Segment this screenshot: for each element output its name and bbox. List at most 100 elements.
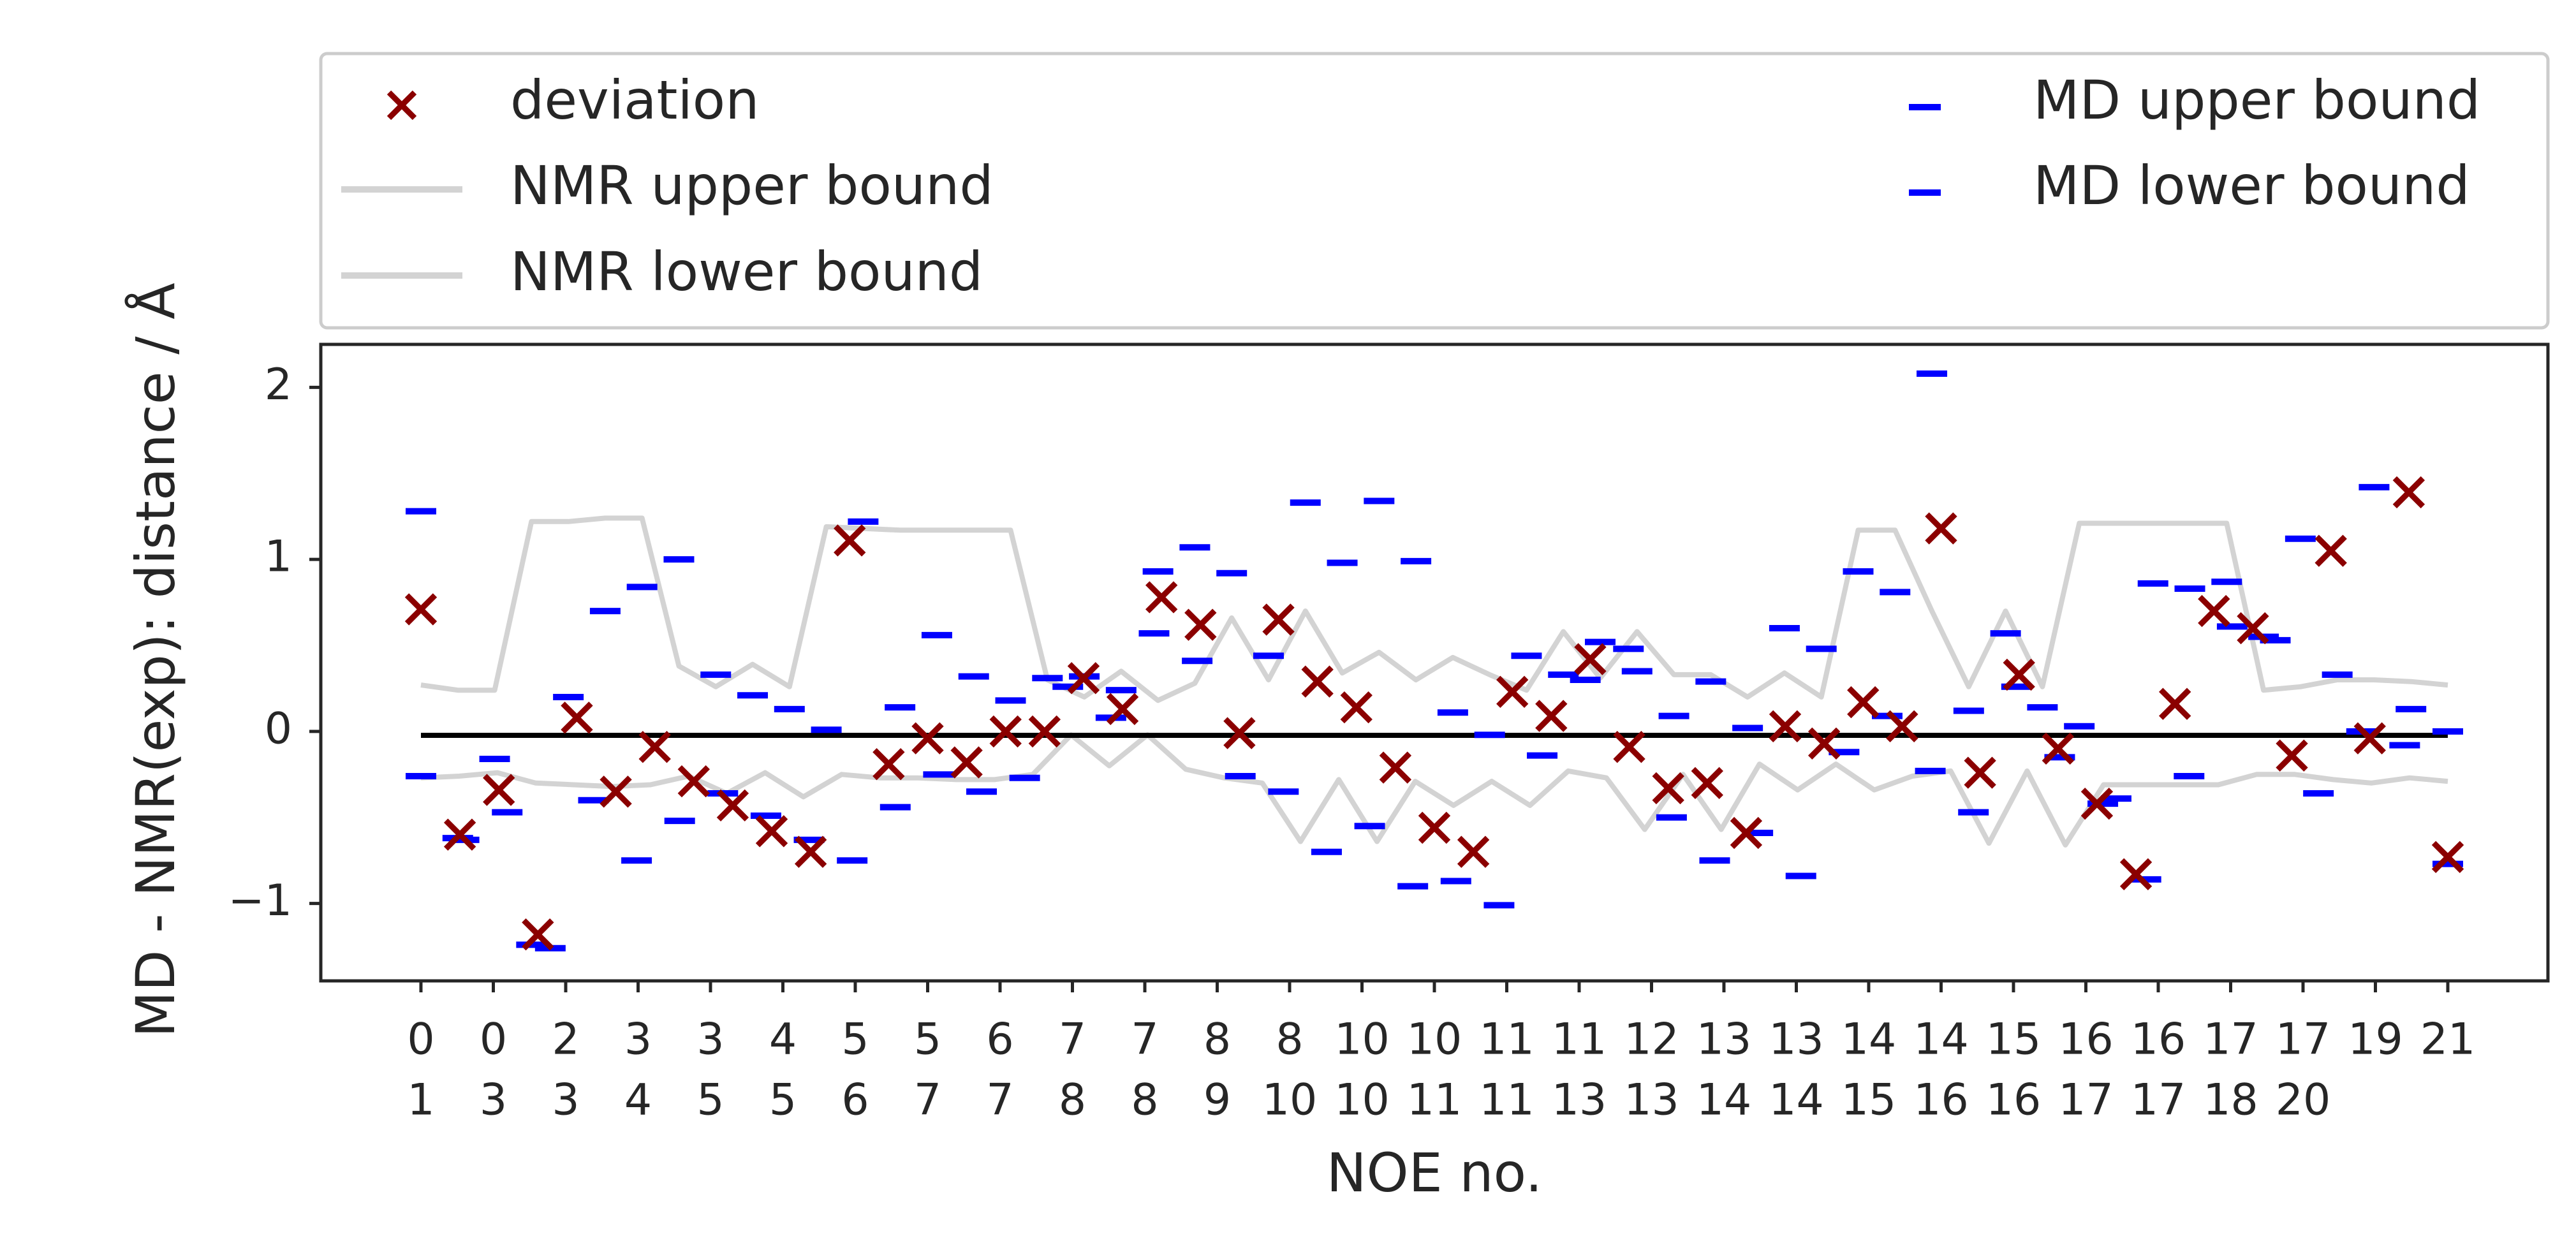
deviation-marker [1730,816,1763,849]
deviation-marker [443,818,476,851]
deviation-marker [1145,581,1178,614]
deviation-marker [716,789,749,822]
x-tick-label-top: 16 [2131,1015,2186,1065]
deviation-marker [600,776,632,808]
x-tick-label-top: 11 [1479,1015,1535,1065]
deviation-marker [2353,722,2386,754]
legend-label-md-upper: MD upper bound [2033,69,2480,131]
x-tick-label-bottom: 11 [1407,1075,1462,1126]
deviation-marker [2237,612,2269,645]
md-bound-markers [406,370,2463,952]
deviation-marker [1379,751,1412,784]
deviation-marker [677,765,710,798]
x-tick-label-top: 6 [986,1015,1013,1065]
x-tick-label-top: 4 [769,1015,797,1065]
x-tick-label-top: 15 [1986,1015,2042,1065]
x-tick-label-bottom: 17 [2131,1075,2186,1126]
deviation-marker [561,702,593,734]
x-tick-label-bottom: 1 [407,1075,434,1126]
y-tick-label: 1 [265,532,292,582]
x-tick-label-bottom: 14 [1696,1075,1752,1126]
x-tick-label-bottom: 14 [1769,1075,1824,1126]
x-tick-label-top: 5 [841,1015,869,1065]
x-tick-label-bottom: 13 [1552,1075,1607,1126]
deviation-marker [2119,858,2153,890]
deviation-marker [1964,756,1996,789]
x-tick-label-bottom: 17 [2058,1075,2114,1126]
x-axis-label: NOE no. [1327,1142,1543,1204]
x-tick-label-top: 8 [1203,1015,1231,1065]
x-tick-label-top: 16 [2058,1015,2114,1065]
x-tick-label-bottom: 7 [914,1075,941,1126]
deviation-marker [834,524,866,557]
deviation-marker [1223,717,1256,749]
x-tick-label-bottom: 10 [1262,1075,1318,1126]
legend-label-deviation: deviation [510,69,759,131]
deviation-marker [1574,643,1607,675]
y-tick-label: 0 [265,703,292,754]
deviation-marker [1184,608,1217,641]
nmr-upper-line [420,515,2448,703]
x-tick-label-bottom: 13 [1624,1075,1679,1126]
deviation-marker [794,835,827,868]
x-tick-label-top: 17 [2276,1015,2331,1065]
x-tick-label-bottom: 5 [769,1075,797,1126]
legend-marker-deviation [386,90,417,121]
x-tick-label-bottom: 7 [986,1075,1013,1126]
legend-label-nmr-lower: NMR lower bound [510,240,983,303]
deviation-marker [1691,767,1723,799]
deviation-marker [2315,534,2347,567]
deviation-marker [2003,658,2035,691]
deviation-marker [1886,710,1918,742]
x-tick-label-bottom: 11 [1479,1075,1535,1126]
x-tick-label-top: 5 [914,1015,941,1065]
y-axis-label: MD - NMR(exp): distance / Å [124,283,187,1037]
x-tick-label-top: 12 [1624,1015,1679,1065]
y-tick-label: 2 [265,360,292,410]
deviation-marker [1496,675,1529,709]
deviation-marker [1925,512,1957,545]
deviation-marker [755,815,788,848]
x-tick-label-bottom: 16 [1986,1075,2042,1126]
x-tick-label-top: 0 [407,1015,434,1065]
x-tick-label-top: 13 [1769,1015,1824,1065]
legend-entry-md-upper: MD upper bound [1909,69,2480,131]
deviation-marker [2431,841,2464,873]
legend-frame [319,52,2550,330]
x-tick-label-bottom: 6 [841,1075,869,1126]
x-tick-label-top: 3 [624,1015,652,1065]
x-tick-label-bottom: 8 [1059,1075,1086,1126]
x-tick-label-bottom: 20 [2276,1075,2331,1126]
deviation-marker [1067,662,1100,695]
x-tick-label-top: 10 [1334,1015,1390,1065]
deviation-marker [2042,732,2075,765]
plot-area [319,342,2550,983]
x-tick-label-bottom: 16 [1913,1075,1969,1126]
deviation-marker [1769,710,1802,742]
deviation-marker [1028,715,1061,748]
deviation-marker [1457,835,1490,868]
deviation-marker [2198,594,2230,628]
x-tick-label-top: 14 [1841,1015,1897,1065]
x-tick-label-bottom: 9 [1203,1075,1231,1126]
deviation-marker [1262,603,1295,636]
deviation-marker [2276,739,2308,772]
x-tick-label-bottom: 3 [552,1075,579,1126]
legend: deviation NMR upper bound NMR lower boun… [319,52,2550,330]
x-tick-label-top: 7 [1131,1015,1158,1065]
x-tick-label-bottom: 10 [1334,1075,1390,1126]
plot-frame [319,342,2550,983]
nmr-bound-lines [420,515,2448,848]
deviation-marker [950,746,983,779]
x-tick-label-bottom: 5 [696,1075,724,1126]
x-tick-label-top: 14 [1913,1015,1969,1065]
deviation-marker [404,593,438,626]
deviation-marker [2159,688,2191,720]
deviation-marker [483,774,515,806]
x-tick-label-top: 10 [1407,1015,1462,1065]
x-tick-label-bottom: 15 [1841,1075,1897,1126]
x-tick-label-top: 11 [1552,1015,1607,1065]
legend-entry-nmr-upper: NMR upper bound [341,154,994,217]
deviation-marker [522,918,554,951]
